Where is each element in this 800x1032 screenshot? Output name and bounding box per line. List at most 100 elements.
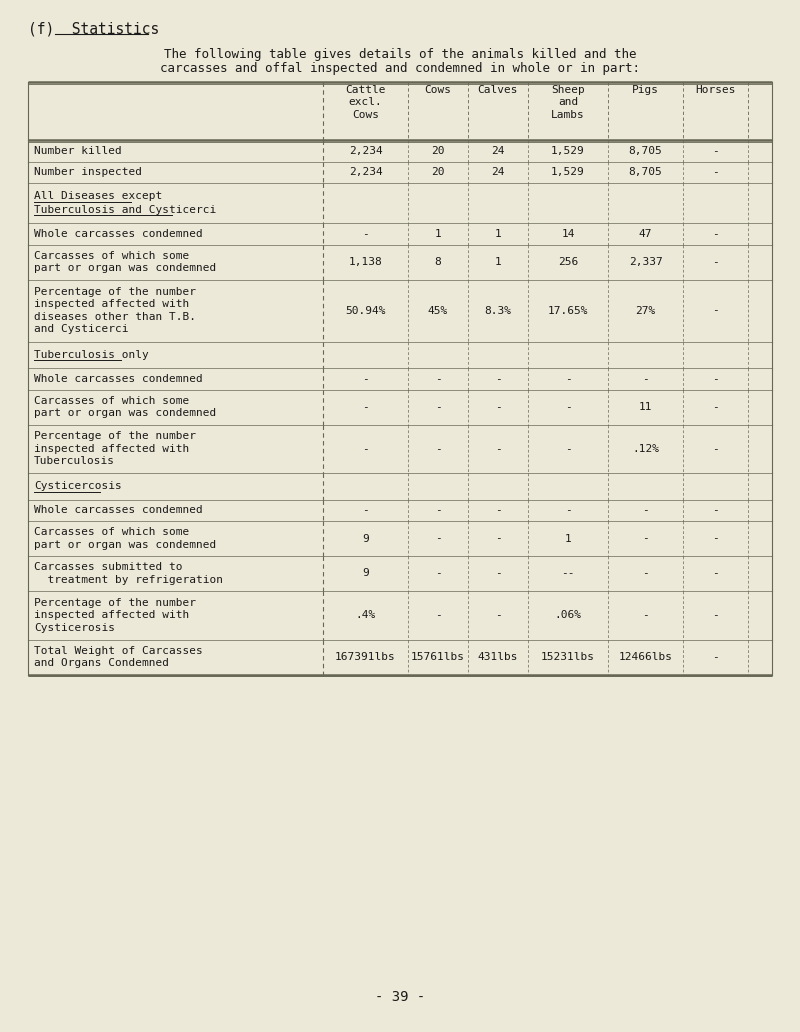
Text: Horses: Horses xyxy=(695,85,736,95)
Text: carcasses and offal inspected and condemned in whole or in part:: carcasses and offal inspected and condem… xyxy=(160,62,640,75)
Text: -: - xyxy=(642,534,649,544)
Text: -: - xyxy=(712,506,719,515)
Text: -: - xyxy=(565,374,571,384)
Text: 17.65%: 17.65% xyxy=(548,305,588,316)
Text: -: - xyxy=(712,146,719,156)
Text: 12466lbs: 12466lbs xyxy=(618,652,673,662)
Text: Cattle
excl.
Cows: Cattle excl. Cows xyxy=(346,85,386,120)
Text: The following table gives details of the animals killed and the: The following table gives details of the… xyxy=(164,49,636,61)
Text: -: - xyxy=(565,444,571,454)
Text: 167391lbs: 167391lbs xyxy=(335,652,396,662)
Text: 256: 256 xyxy=(558,257,578,267)
Text: -: - xyxy=(712,257,719,267)
Text: Sheep
and
Lambs: Sheep and Lambs xyxy=(551,85,585,120)
Text: .12%: .12% xyxy=(632,444,659,454)
Text: Tuberculosis and Cysticerci: Tuberculosis and Cysticerci xyxy=(34,204,216,215)
Text: 431lbs: 431lbs xyxy=(478,652,518,662)
Text: 1,529: 1,529 xyxy=(551,146,585,156)
Text: -: - xyxy=(712,229,719,238)
Text: -: - xyxy=(712,402,719,412)
Text: -: - xyxy=(494,569,502,579)
Text: Whole carcasses condemned: Whole carcasses condemned xyxy=(34,229,202,238)
Text: --: -- xyxy=(562,569,574,579)
Text: -: - xyxy=(494,534,502,544)
Text: .06%: .06% xyxy=(554,610,582,620)
Text: Total Weight of Carcasses
and Organs Condemned: Total Weight of Carcasses and Organs Con… xyxy=(34,646,202,668)
Text: 1: 1 xyxy=(494,229,502,238)
Text: 14: 14 xyxy=(562,229,574,238)
Text: 15231lbs: 15231lbs xyxy=(541,652,595,662)
Text: -: - xyxy=(565,506,571,515)
Text: -: - xyxy=(434,374,442,384)
Text: 24: 24 xyxy=(491,146,505,156)
Text: 20: 20 xyxy=(431,167,445,178)
Text: Carcasses of which some
part or organ was condemned: Carcasses of which some part or organ wa… xyxy=(34,527,216,550)
Text: -: - xyxy=(434,444,442,454)
Text: -: - xyxy=(712,374,719,384)
Text: -: - xyxy=(494,506,502,515)
Text: -: - xyxy=(712,610,719,620)
Text: -: - xyxy=(362,402,369,412)
Text: -: - xyxy=(642,610,649,620)
Text: - 39 -: - 39 - xyxy=(375,990,425,1004)
Text: -: - xyxy=(494,402,502,412)
Text: Percentage of the number
inspected affected with
Tuberculosis: Percentage of the number inspected affec… xyxy=(34,431,196,466)
Text: -: - xyxy=(712,167,719,178)
Text: 8,705: 8,705 xyxy=(629,146,662,156)
Text: -: - xyxy=(494,374,502,384)
Text: 2,234: 2,234 xyxy=(349,167,382,178)
Text: 50.94%: 50.94% xyxy=(346,305,386,316)
Text: Number killed: Number killed xyxy=(34,146,122,156)
Text: -: - xyxy=(434,506,442,515)
Text: 2,337: 2,337 xyxy=(629,257,662,267)
Text: 8: 8 xyxy=(434,257,442,267)
Text: Carcasses of which some
part or organ was condemned: Carcasses of which some part or organ wa… xyxy=(34,251,216,273)
Text: Tuberculosis only: Tuberculosis only xyxy=(34,350,149,360)
Text: -: - xyxy=(362,444,369,454)
Text: 1,138: 1,138 xyxy=(349,257,382,267)
Text: 9: 9 xyxy=(362,534,369,544)
Text: -: - xyxy=(712,569,719,579)
Text: -: - xyxy=(712,534,719,544)
Text: -: - xyxy=(362,229,369,238)
Text: Carcasses of which some
part or organ was condemned: Carcasses of which some part or organ wa… xyxy=(34,396,216,418)
Text: Percentage of the number
inspected affected with
Cysticerosis: Percentage of the number inspected affec… xyxy=(34,598,196,633)
Text: -: - xyxy=(565,402,571,412)
Text: -: - xyxy=(434,610,442,620)
Text: 45%: 45% xyxy=(428,305,448,316)
Text: Whole carcasses condemned: Whole carcasses condemned xyxy=(34,506,202,515)
Text: 9: 9 xyxy=(362,569,369,579)
Text: Cows: Cows xyxy=(425,85,451,95)
Text: (f)  Statistics: (f) Statistics xyxy=(28,22,159,37)
Text: Pigs: Pigs xyxy=(632,85,659,95)
Text: -: - xyxy=(712,444,719,454)
Text: All Diseases except: All Diseases except xyxy=(34,191,162,201)
Text: 8.3%: 8.3% xyxy=(485,305,511,316)
Text: 1: 1 xyxy=(494,257,502,267)
Text: -: - xyxy=(712,305,719,316)
Text: 1: 1 xyxy=(565,534,571,544)
Text: 20: 20 xyxy=(431,146,445,156)
Text: 15761lbs: 15761lbs xyxy=(411,652,465,662)
Text: -: - xyxy=(434,569,442,579)
Text: Percentage of the number
inspected affected with
diseases other than T.B.
and Cy: Percentage of the number inspected affec… xyxy=(34,287,196,334)
Text: 8,705: 8,705 xyxy=(629,167,662,178)
Text: 11: 11 xyxy=(638,402,652,412)
Text: Cysticercosis: Cysticercosis xyxy=(34,481,122,491)
Text: Carcasses submitted to
  treatment by refrigeration: Carcasses submitted to treatment by refr… xyxy=(34,562,223,585)
Text: 27%: 27% xyxy=(635,305,656,316)
Text: -: - xyxy=(494,610,502,620)
Text: -: - xyxy=(434,402,442,412)
Text: 1: 1 xyxy=(434,229,442,238)
Text: 1,529: 1,529 xyxy=(551,167,585,178)
Text: -: - xyxy=(642,506,649,515)
Text: -: - xyxy=(642,374,649,384)
Text: -: - xyxy=(494,444,502,454)
Text: .4%: .4% xyxy=(355,610,376,620)
Text: 2,234: 2,234 xyxy=(349,146,382,156)
Text: 47: 47 xyxy=(638,229,652,238)
Text: -: - xyxy=(712,652,719,662)
Text: 24: 24 xyxy=(491,167,505,178)
Text: Number inspected: Number inspected xyxy=(34,167,142,178)
Text: -: - xyxy=(642,569,649,579)
